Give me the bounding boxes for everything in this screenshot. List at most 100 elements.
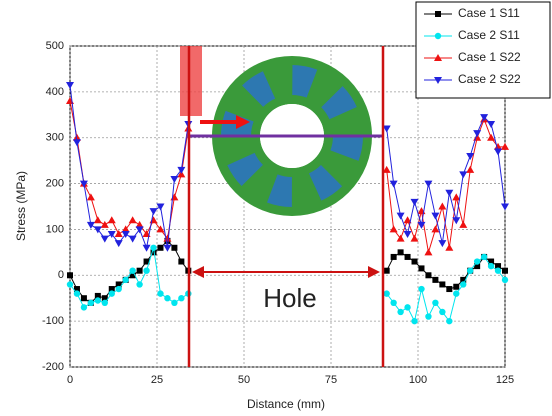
- marker: [115, 230, 123, 237]
- marker: [494, 148, 502, 155]
- marker: [398, 249, 404, 255]
- x-tick-label: 50: [238, 374, 250, 386]
- marker: [439, 281, 445, 287]
- marker: [129, 236, 137, 243]
- chart: Hole Distance (mm) Stress (MPa) -200-100…: [0, 0, 552, 416]
- marker: [412, 259, 418, 265]
- x-tick-label: 125: [496, 374, 514, 386]
- marker: [108, 216, 116, 223]
- marker: [163, 245, 171, 252]
- marker: [481, 254, 487, 260]
- marker: [383, 290, 389, 296]
- marker: [122, 277, 128, 283]
- marker: [101, 221, 109, 228]
- marker: [446, 286, 452, 292]
- x-tick-label: 100: [409, 374, 427, 386]
- marker: [501, 204, 509, 211]
- marker: [488, 263, 494, 269]
- y-tick-label: 300: [46, 132, 64, 144]
- y-tick-label: -100: [42, 315, 64, 327]
- inset-contour: [180, 46, 383, 192]
- marker: [115, 240, 123, 247]
- marker: [157, 290, 163, 296]
- marker: [411, 235, 419, 242]
- marker: [502, 277, 508, 283]
- marker: [405, 254, 411, 260]
- x-tick-label: 25: [151, 374, 163, 386]
- legend-label: Case 1 S11: [458, 6, 520, 20]
- marker: [81, 295, 87, 301]
- marker: [88, 300, 94, 306]
- marker: [129, 268, 135, 274]
- marker: [418, 265, 424, 271]
- marker: [171, 245, 177, 251]
- marker: [411, 318, 417, 324]
- marker: [445, 244, 453, 251]
- marker: [438, 240, 446, 247]
- marker: [466, 166, 474, 173]
- marker: [474, 258, 480, 264]
- marker: [157, 245, 163, 251]
- marker: [424, 181, 432, 188]
- marker: [95, 297, 101, 303]
- y-axis-title: Stress (MPa): [14, 171, 28, 241]
- inset-colorbar: [180, 46, 202, 116]
- marker: [170, 176, 178, 183]
- marker: [390, 300, 396, 306]
- marker: [87, 222, 95, 229]
- marker: [425, 313, 431, 319]
- legend-label: Case 1 S22: [458, 50, 521, 64]
- marker: [67, 281, 73, 287]
- marker: [390, 225, 398, 232]
- marker: [424, 248, 432, 255]
- marker: [425, 272, 431, 278]
- legend-label: Case 2 S11: [458, 28, 520, 42]
- y-tick-label: -200: [42, 361, 64, 373]
- marker: [397, 309, 403, 315]
- marker: [164, 295, 170, 301]
- marker: [81, 304, 87, 310]
- marker: [435, 11, 441, 17]
- marker: [397, 213, 405, 220]
- marker: [102, 300, 108, 306]
- marker: [136, 281, 142, 287]
- marker: [487, 121, 495, 128]
- marker: [87, 193, 95, 200]
- marker: [178, 295, 184, 301]
- marker: [467, 268, 473, 274]
- marker: [411, 199, 419, 206]
- marker: [390, 181, 398, 188]
- x-axis-title: Distance (mm): [247, 397, 325, 411]
- marker: [432, 300, 438, 306]
- marker: [156, 204, 164, 211]
- marker: [460, 281, 466, 287]
- marker: [502, 268, 508, 274]
- x-tick-label: 0: [67, 374, 73, 386]
- marker: [446, 318, 452, 324]
- marker: [116, 286, 122, 292]
- marker: [178, 259, 184, 265]
- marker: [404, 231, 412, 238]
- y-tick-label: 100: [46, 223, 64, 235]
- marker: [73, 139, 81, 146]
- marker: [438, 203, 446, 210]
- marker: [101, 236, 109, 243]
- marker: [391, 254, 397, 260]
- marker: [150, 216, 158, 223]
- marker: [170, 193, 178, 200]
- marker: [495, 268, 501, 274]
- legend-label: Case 2 S22: [458, 72, 521, 86]
- marker: [473, 130, 481, 137]
- marker: [432, 277, 438, 283]
- y-tick-label: 500: [46, 40, 64, 52]
- marker: [459, 171, 467, 178]
- marker: [150, 245, 156, 251]
- marker: [143, 268, 149, 274]
- marker: [67, 272, 73, 278]
- marker: [404, 304, 410, 310]
- marker: [453, 290, 459, 296]
- marker: [66, 97, 74, 104]
- marker: [109, 290, 115, 296]
- marker: [66, 82, 74, 89]
- y-tick-label: 0: [58, 269, 64, 281]
